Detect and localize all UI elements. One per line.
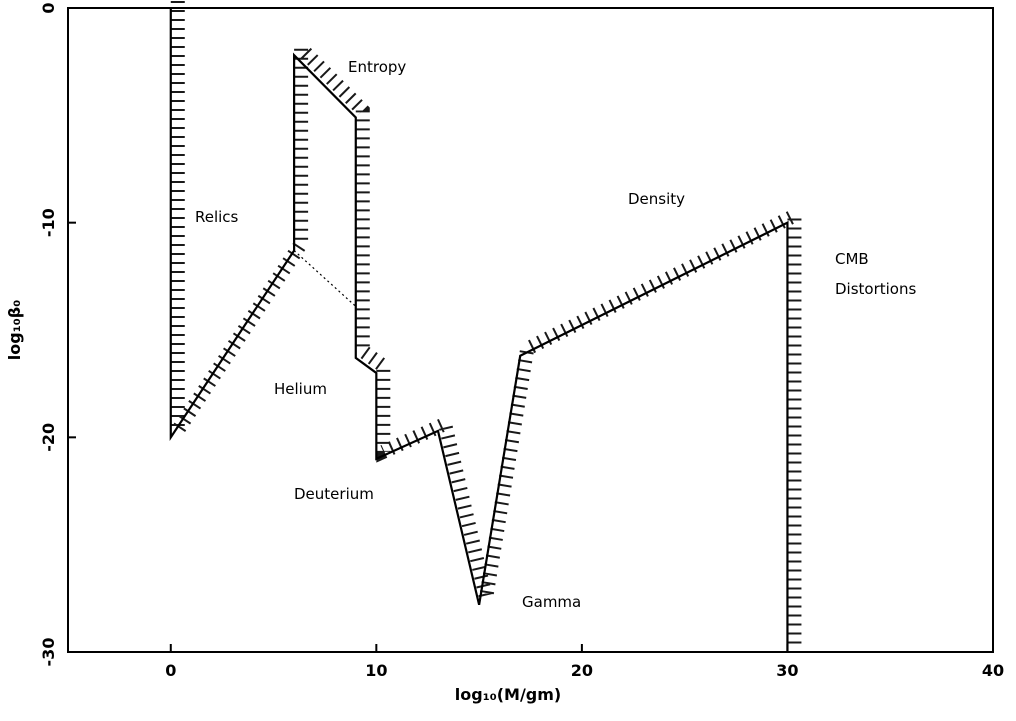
annotation: Entropy bbox=[348, 58, 406, 76]
annotation: Relics bbox=[195, 208, 239, 226]
y-tick-label: -30 bbox=[39, 638, 58, 667]
dotted-line bbox=[293, 250, 357, 307]
plot-frame bbox=[67, 7, 994, 653]
annotation: Distortions bbox=[835, 280, 916, 298]
annotation: Gamma bbox=[522, 593, 581, 611]
y-tick-label: 0 bbox=[39, 2, 58, 13]
constraint-line bbox=[169, 8, 789, 652]
y-axis-label: log₁₀β₀ bbox=[5, 300, 24, 360]
annotation: Density bbox=[628, 190, 685, 208]
y-tick-label: -20 bbox=[39, 423, 58, 452]
y-tick-label: -10 bbox=[39, 208, 58, 237]
hatching bbox=[170, 1, 802, 645]
annotation: Helium bbox=[274, 380, 327, 398]
x-tick-label: 40 bbox=[982, 661, 1004, 680]
x-axis-label: log₁₀(M/gm) bbox=[455, 685, 561, 704]
annotation: CMB bbox=[835, 250, 869, 268]
x-tick-label: 20 bbox=[571, 661, 593, 680]
annotation: Deuterium bbox=[294, 485, 374, 503]
x-tick-label: 10 bbox=[365, 661, 387, 680]
x-tick-label: 0 bbox=[165, 661, 176, 680]
x-tick-label: 30 bbox=[776, 661, 798, 680]
